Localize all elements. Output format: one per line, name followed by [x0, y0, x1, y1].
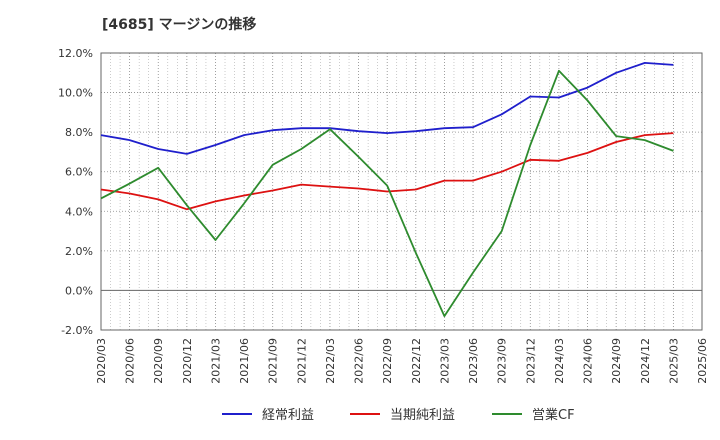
- plot-area: [101, 53, 702, 330]
- x-tick-label: 2022/12: [410, 338, 423, 384]
- x-tick-label: 2025/03: [667, 338, 680, 384]
- series-line-2: [100, 132, 674, 211]
- x-tick-label: 2023/03: [438, 338, 451, 384]
- y-tick-label: 12.0%: [58, 47, 93, 60]
- x-tick-label: 2021/12: [295, 338, 308, 384]
- y-tick-label: 6.0%: [65, 166, 93, 179]
- x-tick-label: 2022/06: [353, 338, 366, 384]
- y-tick-label: 2.0%: [65, 245, 93, 258]
- x-tick-label: 2023/06: [467, 338, 480, 384]
- series-line-3: [100, 69, 674, 318]
- y-tick-label: 8.0%: [65, 126, 93, 139]
- x-tick-label: 2024/09: [610, 338, 623, 384]
- x-tick-label: 2020/09: [152, 338, 165, 384]
- x-tick-label: 2021/09: [267, 338, 280, 384]
- legend-label: 当期純利益: [390, 408, 455, 423]
- legend-label: 経常利益: [262, 408, 314, 423]
- x-tick-label: 2023/09: [496, 338, 509, 384]
- x-tick-label: 2020/06: [124, 338, 137, 384]
- x-tick-label: 2021/03: [209, 338, 222, 384]
- x-tick-label: 2023/12: [524, 338, 537, 384]
- x-tick-label: 2022/03: [324, 338, 337, 384]
- y-tick-label: 0.0%: [65, 284, 93, 297]
- chart-title: [4685] マージンの推移: [102, 17, 257, 33]
- y-tick-label: 10.0%: [58, 87, 93, 100]
- legend-label: 営業CF: [532, 407, 575, 423]
- x-tick-label: 2024/03: [553, 338, 566, 384]
- x-tick-label: 2020/12: [181, 338, 194, 384]
- x-tick-label: 2020/03: [95, 338, 108, 384]
- x-tick-label: 2022/09: [381, 338, 394, 384]
- y-tick-label: 4.0%: [65, 205, 93, 218]
- y-tick-label: -2.0%: [61, 324, 93, 337]
- plot-border: [100, 52, 703, 331]
- x-tick-label: 2024/06: [582, 338, 595, 384]
- x-tick-label: 2024/12: [639, 338, 652, 384]
- x-tick-label: 2021/06: [238, 338, 251, 384]
- x-tick-label: 2025/06: [696, 338, 709, 384]
